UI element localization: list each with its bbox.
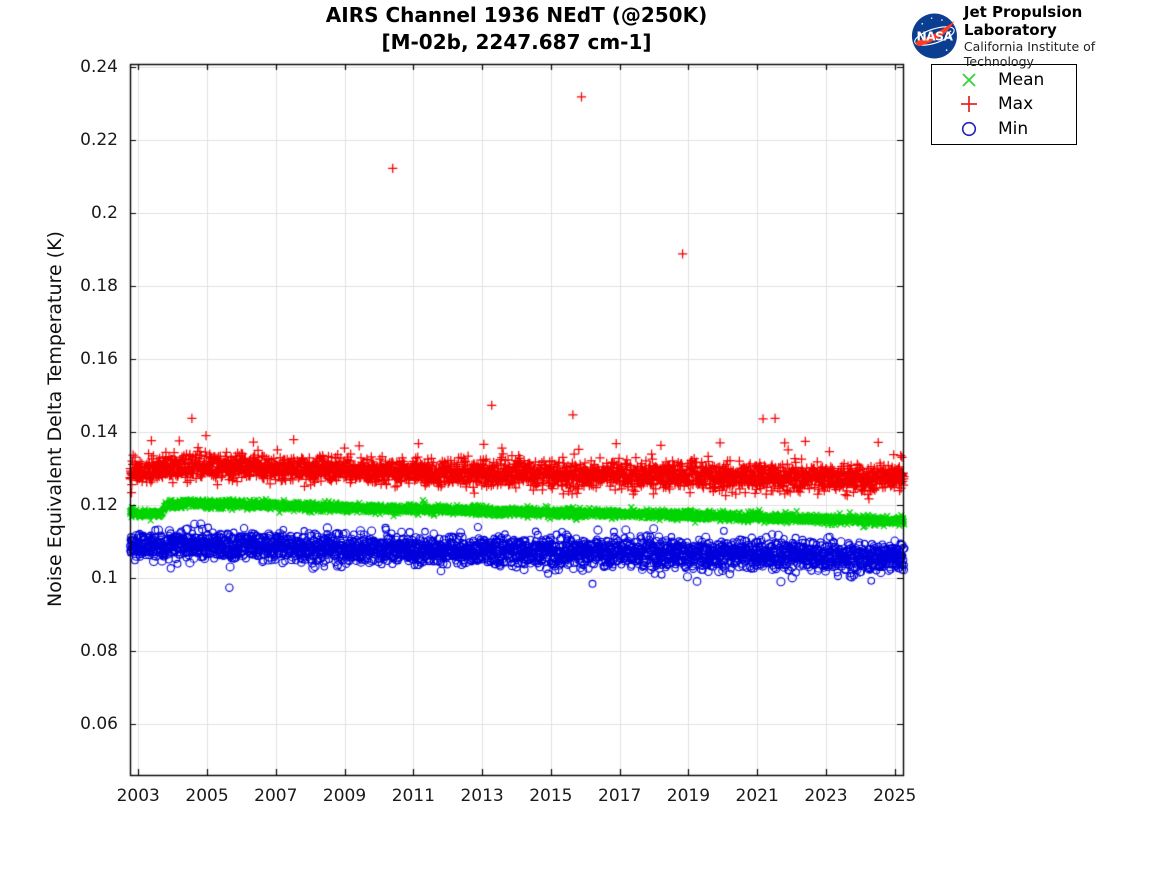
y-tick-label: 0.16 bbox=[80, 348, 118, 369]
x-tick-label: 2025 bbox=[873, 786, 917, 806]
x-tick-label: 2005 bbox=[185, 786, 229, 806]
legend-item-min: Min bbox=[932, 119, 1076, 139]
circle-marker-icon bbox=[961, 121, 977, 136]
caltech-name: California Institute of Technology bbox=[963, 39, 1096, 69]
chart-title: AIRS Channel 1936 NEdT (@250K) [M-02b, 2… bbox=[130, 2, 903, 56]
y-tick-label: 0.08 bbox=[80, 640, 118, 661]
x-tick-label: 2003 bbox=[116, 786, 160, 806]
x-tick-label: 2015 bbox=[529, 786, 573, 806]
legend-label: Max bbox=[998, 94, 1034, 115]
nasa-meatball-icon: NASA bbox=[911, 13, 957, 59]
y-axis-label: Noise Equivalent Delta Temperature (K) bbox=[44, 231, 66, 607]
jpl-name: Jet Propulsion Laboratory bbox=[963, 3, 1083, 39]
x-tick-label: 2017 bbox=[598, 786, 642, 806]
jpl-logo: NASA Jet Propulsion Laboratory Californi… bbox=[911, 3, 1167, 69]
y-tick-label: 0.22 bbox=[80, 129, 118, 150]
x-tick-label: 2021 bbox=[735, 786, 779, 806]
plus-marker-icon bbox=[961, 96, 977, 113]
jpl-logo-text: Jet Propulsion Laboratory California Ins… bbox=[964, 3, 1167, 69]
y-tick-label: 0.18 bbox=[80, 275, 118, 296]
legend-label: Mean bbox=[998, 70, 1045, 91]
x-marker-icon bbox=[962, 73, 976, 87]
legend-item-max: Max bbox=[932, 94, 1076, 114]
y-tick-label: 0.2 bbox=[90, 202, 118, 223]
y-tick-label: 0.24 bbox=[80, 56, 118, 77]
y-tick-label: 0.14 bbox=[80, 421, 118, 442]
x-tick-label: 2013 bbox=[460, 786, 504, 806]
legend-item-mean: Mean bbox=[932, 70, 1076, 90]
chart-title-line1: AIRS Channel 1936 NEdT (@250K) bbox=[325, 3, 708, 27]
y-tick-label: 0.1 bbox=[90, 567, 118, 588]
legend-box: Mean Max Min bbox=[931, 64, 1077, 145]
legend-label: Min bbox=[998, 118, 1029, 139]
x-tick-label: 2007 bbox=[254, 786, 298, 806]
nasa-wordmark: NASA bbox=[916, 30, 953, 44]
y-tick-label: 0.06 bbox=[80, 713, 118, 734]
x-tick-label: 2019 bbox=[666, 786, 711, 806]
chart-title-line2: [M-02b, 2247.687 cm-1] bbox=[381, 30, 652, 54]
y-tick-label: 0.12 bbox=[80, 494, 118, 515]
x-tick-label: 2023 bbox=[804, 786, 848, 806]
x-tick-label: 2009 bbox=[322, 786, 367, 806]
x-tick-label: 2011 bbox=[391, 786, 435, 806]
